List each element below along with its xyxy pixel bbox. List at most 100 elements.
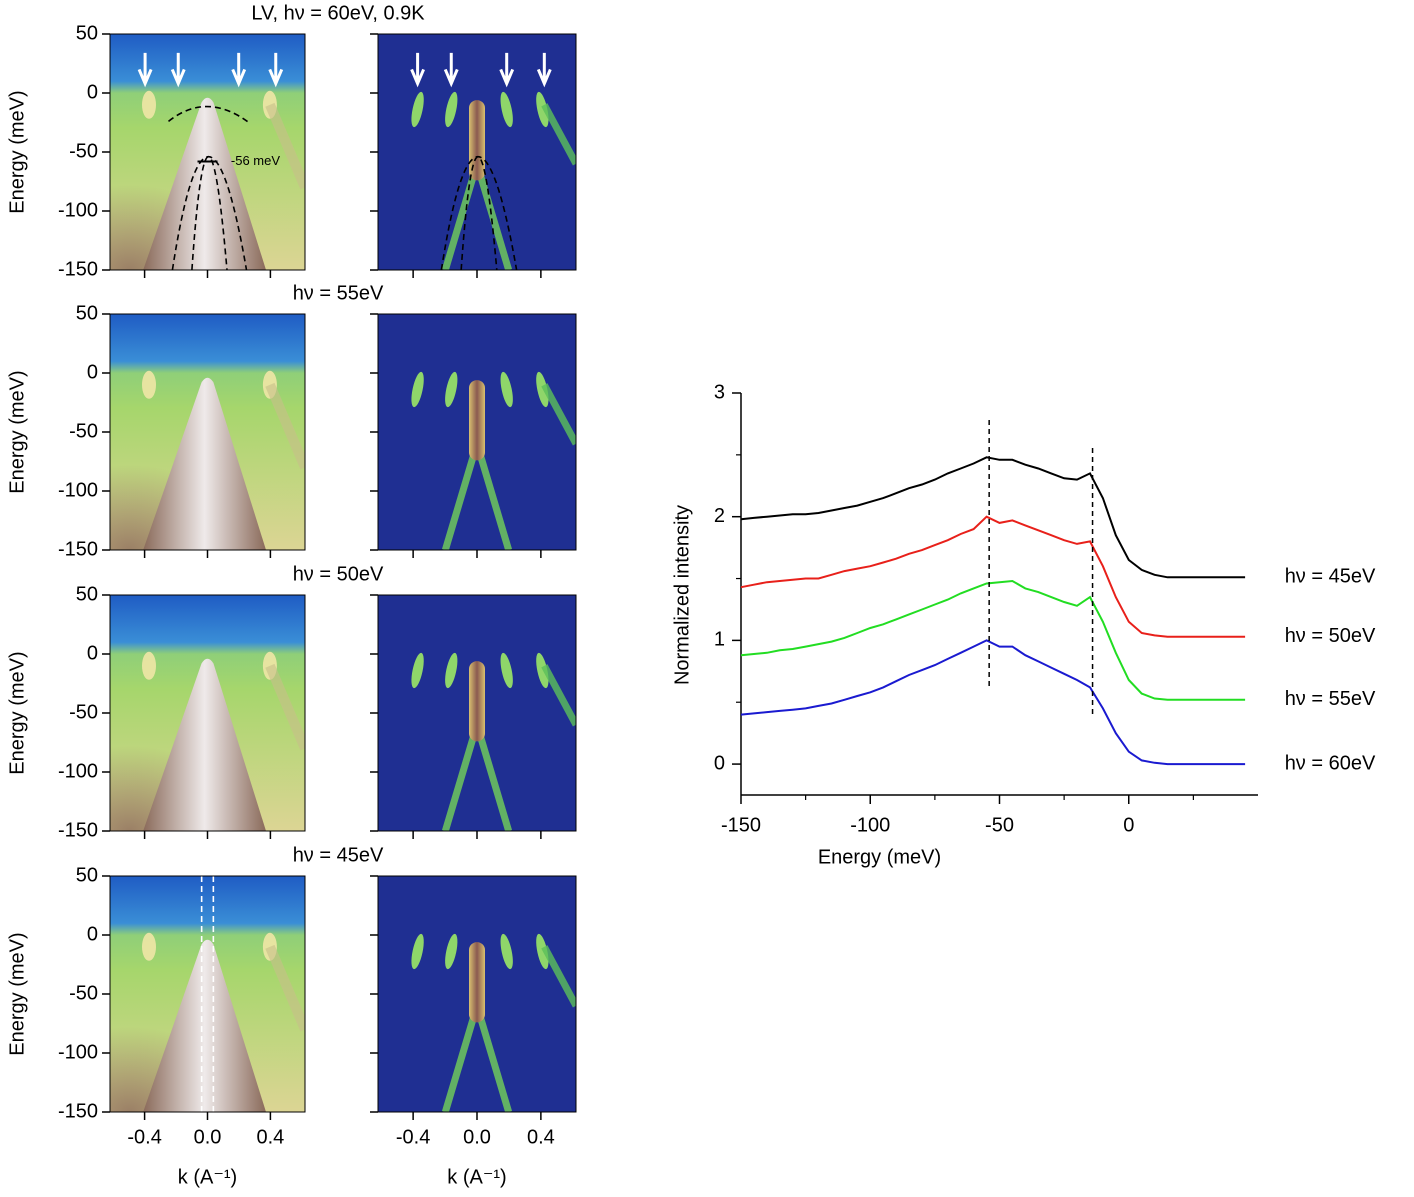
heatmap-image bbox=[378, 34, 576, 270]
series-label: hν = 60eV bbox=[1285, 752, 1376, 774]
series-line bbox=[740, 456, 1246, 579]
column bbox=[469, 942, 485, 1023]
y-tick-label: -150 bbox=[58, 538, 98, 560]
x-axis-label: k (A⁻¹) bbox=[447, 1166, 506, 1188]
x-axis-label: Energy (meV) bbox=[818, 846, 941, 868]
heatmap-image bbox=[110, 595, 305, 831]
y-axis-label: Energy (meV) bbox=[6, 90, 28, 213]
panel-title: hν = 55eV bbox=[293, 282, 384, 304]
guide-parabola bbox=[191, 155, 228, 270]
streak bbox=[500, 933, 513, 970]
y-tick-label: -150 bbox=[58, 819, 98, 841]
panel-title: hν = 50eV bbox=[293, 563, 384, 585]
side-band bbox=[142, 90, 156, 119]
y-tick-label: 50 bbox=[76, 583, 98, 605]
streak bbox=[536, 933, 549, 970]
x-tick-label: -0.4 bbox=[127, 1126, 161, 1148]
y-tick-label: 50 bbox=[76, 864, 98, 886]
series-label: hν = 45eV bbox=[1285, 566, 1376, 588]
series-label: hν = 55eV bbox=[1285, 688, 1376, 710]
y-tick-label: -50 bbox=[69, 982, 98, 1004]
y-axis-label: Normalized intensity bbox=[671, 505, 693, 685]
y-tick-label: 50 bbox=[76, 22, 98, 44]
heatmap-image bbox=[110, 876, 305, 1112]
column bbox=[469, 100, 485, 181]
streak bbox=[500, 371, 513, 408]
side-band bbox=[265, 663, 305, 751]
streak bbox=[445, 371, 458, 408]
streak bbox=[445, 91, 458, 128]
column bbox=[469, 380, 485, 461]
y-axis-label: Energy (meV) bbox=[6, 932, 28, 1055]
arrow bbox=[268, 52, 284, 88]
heatmap-image bbox=[110, 314, 305, 550]
y-tick-label: 0 bbox=[87, 81, 98, 103]
x-tick-label: -0.4 bbox=[396, 1126, 430, 1148]
side-band bbox=[265, 382, 305, 470]
series-label: hν = 50eV bbox=[1285, 625, 1376, 647]
y-tick-label: 50 bbox=[76, 302, 98, 324]
y-tick-label: -100 bbox=[58, 199, 98, 221]
y-tick-label: 0 bbox=[714, 752, 725, 774]
streak bbox=[541, 945, 576, 1008]
arrow bbox=[410, 52, 425, 88]
streak bbox=[536, 371, 549, 408]
x-tick-label: -150 bbox=[721, 814, 761, 836]
band bbox=[143, 939, 266, 1112]
streak bbox=[541, 664, 576, 727]
y-tick-label: -50 bbox=[69, 701, 98, 723]
side-band bbox=[265, 944, 305, 1032]
streak bbox=[500, 91, 513, 128]
panel-title: hν = 45eV bbox=[293, 844, 384, 866]
x-tick-label: 0.0 bbox=[194, 1126, 222, 1148]
y-tick-label: -100 bbox=[58, 1041, 98, 1063]
streak bbox=[441, 723, 481, 831]
arrow bbox=[499, 52, 515, 88]
y-tick-label: 3 bbox=[714, 381, 725, 403]
y-tick-label: -50 bbox=[69, 140, 98, 162]
side-band bbox=[142, 651, 156, 680]
column bbox=[469, 661, 485, 742]
y-tick-label: -150 bbox=[58, 258, 98, 280]
streak bbox=[445, 933, 458, 970]
streak bbox=[536, 91, 549, 128]
streak bbox=[441, 1004, 481, 1112]
x-tick-label: 0.0 bbox=[463, 1126, 491, 1148]
arrow bbox=[231, 52, 247, 88]
annotation: -56 meV bbox=[231, 153, 280, 168]
y-tick-label: 1 bbox=[714, 629, 725, 651]
y-tick-label: -50 bbox=[69, 420, 98, 442]
series-line bbox=[740, 579, 1246, 701]
arrow bbox=[170, 52, 186, 88]
band bbox=[143, 377, 266, 550]
y-tick-label: -100 bbox=[58, 760, 98, 782]
x-tick-label: -50 bbox=[985, 814, 1014, 836]
streak bbox=[473, 442, 513, 550]
y-tick-label: 0 bbox=[87, 923, 98, 945]
series-line bbox=[740, 639, 1246, 766]
band bbox=[143, 658, 266, 831]
streak bbox=[473, 1004, 513, 1112]
guide-parabola bbox=[460, 155, 498, 270]
panel-title: LV, hν = 60eV, 0.9K bbox=[251, 2, 425, 24]
streak bbox=[441, 162, 481, 270]
streak bbox=[541, 103, 576, 166]
side-band bbox=[142, 370, 156, 399]
arrow bbox=[536, 52, 552, 88]
streak bbox=[541, 383, 576, 446]
x-tick-label: 0 bbox=[1123, 814, 1134, 836]
x-tick-label: -100 bbox=[850, 814, 890, 836]
streak bbox=[536, 652, 549, 689]
x-tick-label: 0.4 bbox=[256, 1126, 284, 1148]
streak bbox=[473, 162, 513, 270]
streak bbox=[441, 442, 481, 550]
x-axis-label: k (A⁻¹) bbox=[178, 1166, 237, 1188]
streak bbox=[473, 723, 513, 831]
y-tick-label: 0 bbox=[87, 361, 98, 383]
series-line bbox=[740, 515, 1246, 638]
band bbox=[143, 97, 266, 270]
x-tick-label: 0.4 bbox=[527, 1126, 555, 1148]
side-band bbox=[265, 102, 305, 190]
